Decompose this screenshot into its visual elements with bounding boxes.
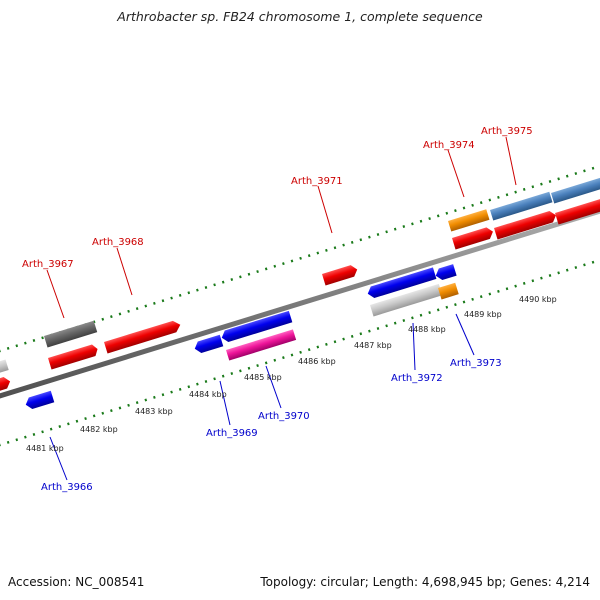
gene-label[interactable]: Arth_3972 (391, 373, 443, 384)
gene-box[interactable] (0, 359, 9, 374)
gene-arrow-reverse[interactable] (24, 390, 55, 411)
scale-label: 4487 kbp (354, 341, 392, 350)
gene-box[interactable] (448, 209, 490, 232)
gene-arrow-forward[interactable] (48, 343, 99, 370)
gene-box[interactable] (551, 175, 600, 204)
map-title: Arthrobacter sp. FB24 chromosome 1, comp… (117, 9, 483, 24)
gene-arrow-forward[interactable] (555, 194, 600, 225)
gene-box[interactable] (370, 283, 443, 317)
gene-arrow-forward[interactable] (452, 226, 495, 250)
gene-arrow-forward[interactable] (322, 264, 359, 286)
gene-box[interactable] (490, 191, 553, 221)
gene-label[interactable]: Arth_3974 (423, 140, 475, 151)
scale-label: 4490 kbp (519, 295, 557, 304)
gene-label[interactable]: Arth_3967 (22, 259, 74, 270)
scale-label: 4485 kbp (244, 373, 282, 382)
gene-arrow-reverse[interactable] (366, 267, 437, 299)
gene-arrow-forward[interactable] (104, 319, 182, 354)
scale-label: 4486 kbp (298, 357, 336, 366)
gene-label[interactable]: Arth_3973 (450, 358, 502, 369)
forward-gene-labels: Arth_3967 Arth_3968 Arth_3971 Arth_3974 … (22, 126, 533, 270)
gene-label[interactable]: Arth_3971 (291, 176, 343, 187)
reverse-gene-labels: Arth_3966 Arth_3969 Arth_3970 Arth_3972 … (41, 358, 502, 493)
scale-labels: 4481 kbp 4482 kbp 4483 kbp 4484 kbp 4485… (26, 295, 557, 453)
label-leaders (46, 136, 517, 481)
gene-box[interactable] (438, 282, 459, 300)
scale-label: 4489 kbp (464, 310, 502, 319)
gene-box[interactable] (226, 329, 297, 361)
gene-features (0, 175, 600, 411)
gene-arrow-forward[interactable] (494, 209, 558, 240)
gene-label[interactable]: Arth_3969 (206, 428, 258, 439)
gene-label[interactable]: Arth_3968 (92, 237, 144, 248)
accession-text: Accession: NC_008541 (8, 575, 145, 589)
chromosome-backbone (0, 208, 600, 399)
reverse-tick-rail (0, 258, 600, 447)
scale-label: 4482 kbp (80, 425, 118, 434)
topology-summary: Topology: circular; Length: 4,698,945 bp… (260, 575, 590, 589)
gene-arrow-reverse[interactable] (220, 310, 293, 344)
gene-label[interactable]: Arth_3975 (481, 126, 533, 137)
scale-label: 4481 kbp (26, 444, 64, 453)
gene-label[interactable]: Arth_3970 (258, 411, 310, 422)
gene-box[interactable] (44, 320, 98, 348)
gene-arrow-reverse[interactable] (434, 264, 457, 281)
gene-label[interactable]: Arth_3966 (41, 482, 93, 493)
scale-label: 4488 kbp (408, 325, 446, 334)
gene-arrow-reverse[interactable] (193, 334, 224, 355)
gene-arrow-forward[interactable] (0, 376, 12, 392)
scale-label: 4484 kbp (189, 390, 227, 399)
scale-label: 4483 kbp (135, 407, 173, 416)
